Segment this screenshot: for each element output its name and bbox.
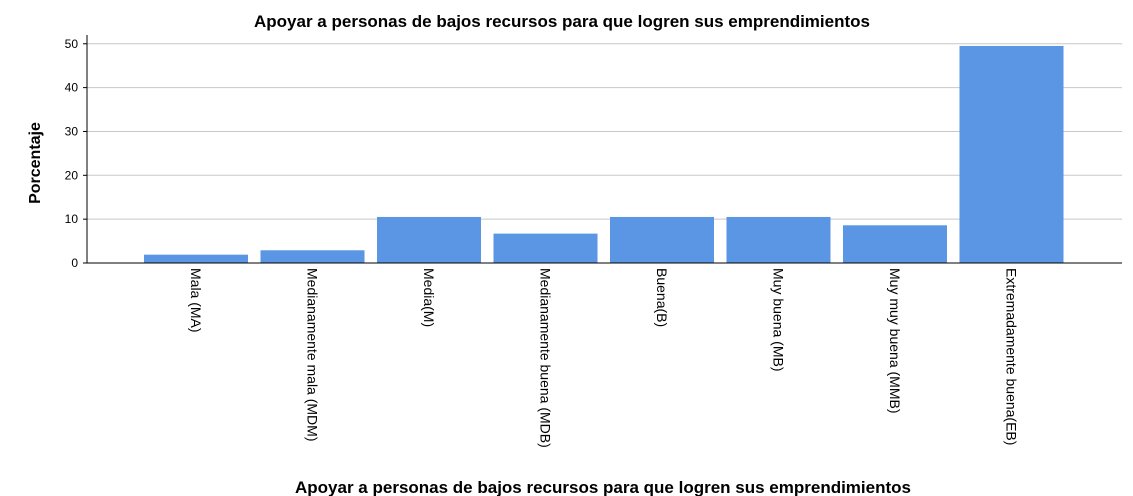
bar [726, 216, 831, 263]
x-axis-categories: Mala (MA) Medianamente mala (MDM) Media(M)… [188, 268, 1020, 448]
chart-title: Apoyar a personas de bajos recursos para… [254, 12, 870, 31]
x-category-label: Buena(B) [654, 268, 670, 327]
bar [144, 254, 248, 263]
bar [610, 216, 714, 263]
axes [86, 35, 1122, 264]
bar [959, 45, 1064, 263]
y-tick-label: 10 [65, 212, 79, 226]
y-tick-label: 40 [65, 81, 79, 95]
y-tick-label: 30 [65, 124, 79, 138]
bar [843, 225, 947, 263]
bar [493, 233, 598, 263]
y-tick-label: 50 [65, 37, 79, 51]
y-axis-title: Porcentaje [27, 122, 44, 204]
x-category-label: Mala (MA) [188, 268, 204, 333]
x-category-label: Media(M) [421, 268, 437, 327]
bars [144, 45, 1064, 263]
y-tick-label: 20 [65, 168, 79, 182]
y-tick-label: 0 [71, 256, 78, 270]
x-category-label: Muy muy buena (MMB) [887, 268, 903, 413]
y-axis-ticks: 0 10 20 30 40 50 [65, 37, 87, 270]
x-axis-title: Apoyar a personas de bajos recursos para… [295, 478, 911, 496]
x-category-label: Extremadamente buena(EB) [1004, 268, 1020, 445]
gridlines [87, 43, 1122, 220]
x-category-label: Medianamente buena (MDB) [538, 268, 554, 448]
bar [377, 216, 481, 263]
x-category-label: Medianamente mala (MDM) [305, 268, 321, 442]
x-category-label: Muy buena (MB) [771, 268, 787, 371]
bar [260, 250, 365, 263]
